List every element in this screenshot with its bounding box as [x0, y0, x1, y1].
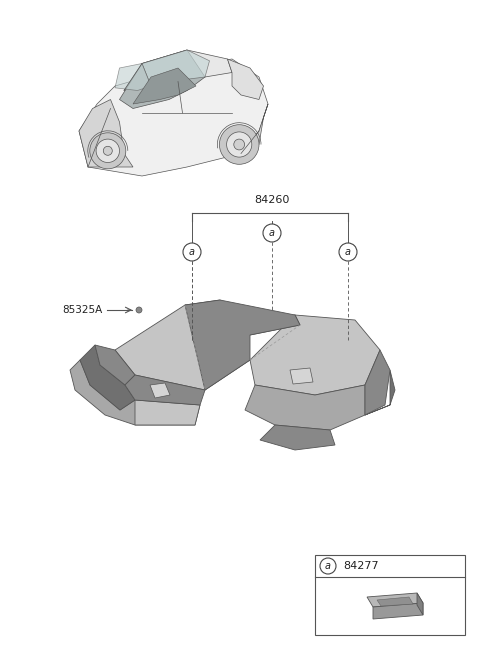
Circle shape [96, 139, 120, 162]
Polygon shape [250, 315, 380, 395]
Polygon shape [185, 300, 300, 390]
Text: 84260: 84260 [254, 195, 290, 205]
Circle shape [219, 125, 259, 164]
Polygon shape [120, 50, 205, 108]
Polygon shape [365, 350, 390, 415]
Circle shape [263, 224, 281, 242]
Text: 85325A: 85325A [62, 305, 102, 315]
Text: a: a [325, 561, 331, 571]
Polygon shape [373, 603, 423, 619]
Circle shape [90, 133, 126, 169]
Polygon shape [125, 375, 205, 405]
Polygon shape [245, 385, 365, 430]
Polygon shape [417, 593, 423, 615]
Polygon shape [124, 50, 232, 91]
Polygon shape [377, 597, 413, 606]
Polygon shape [70, 360, 200, 425]
Polygon shape [95, 345, 135, 385]
Text: a: a [345, 247, 351, 257]
Polygon shape [228, 59, 264, 99]
Bar [315, 555, 465, 635]
Polygon shape [79, 59, 268, 176]
Circle shape [183, 243, 201, 261]
Polygon shape [150, 383, 170, 398]
Polygon shape [241, 104, 268, 158]
Polygon shape [260, 425, 335, 450]
Circle shape [227, 132, 252, 157]
Circle shape [339, 243, 357, 261]
Polygon shape [79, 99, 133, 167]
Circle shape [136, 307, 142, 313]
Polygon shape [115, 305, 250, 390]
Circle shape [320, 558, 336, 574]
Polygon shape [245, 315, 300, 335]
Polygon shape [290, 368, 313, 384]
Polygon shape [365, 370, 395, 415]
Text: a: a [189, 247, 195, 257]
Polygon shape [135, 400, 200, 425]
Text: 84277: 84277 [343, 561, 379, 571]
Circle shape [103, 147, 112, 155]
Polygon shape [185, 300, 250, 325]
Circle shape [234, 139, 245, 150]
Polygon shape [142, 50, 209, 86]
Polygon shape [115, 64, 151, 91]
Text: a: a [269, 228, 275, 238]
Polygon shape [367, 593, 423, 607]
Polygon shape [80, 345, 135, 410]
Polygon shape [133, 68, 196, 104]
